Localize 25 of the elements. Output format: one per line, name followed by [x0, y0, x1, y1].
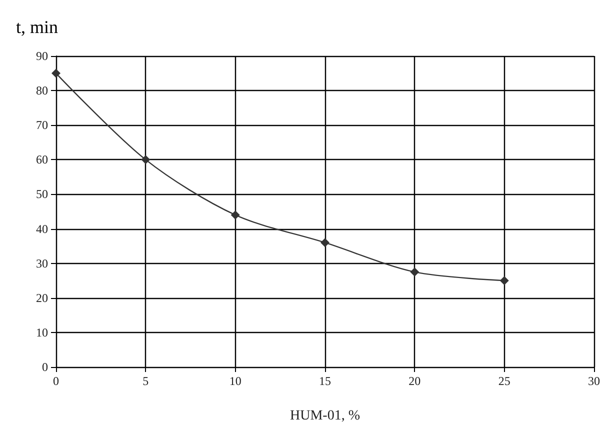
- point: [230, 210, 240, 220]
- point: [141, 155, 150, 164]
- y-tick-label: 50: [36, 187, 48, 202]
- x-tick-label: 30: [588, 374, 600, 388]
- point: [410, 267, 420, 276]
- x-tick-label: 10: [229, 374, 242, 388]
- y-tick-label: 60: [36, 152, 48, 167]
- y-tick-label: 80: [36, 84, 48, 98]
- point: [52, 68, 60, 78]
- y-tick-label: 90: [36, 49, 48, 63]
- y-tick-label: 30: [36, 256, 48, 270]
- x-tick-label: 25: [498, 374, 510, 388]
- x-tick-label: 20: [408, 374, 421, 388]
- y-tick-label: 20: [36, 290, 48, 305]
- x-tick-label: 15: [319, 374, 331, 388]
- y-tick-label: 40: [36, 222, 48, 236]
- y-tick-label: 10: [36, 325, 48, 340]
- x-tick-label: 5: [142, 374, 149, 388]
- point: [320, 238, 330, 248]
- point: [500, 276, 509, 286]
- y-tick-label: 70: [36, 118, 48, 132]
- y-axis-title: t, min: [16, 17, 58, 37]
- x-axis-title: HUM-01, %: [290, 408, 360, 424]
- y-tick-label: 0: [42, 360, 48, 374]
- x-tick-label: 0: [53, 374, 59, 388]
